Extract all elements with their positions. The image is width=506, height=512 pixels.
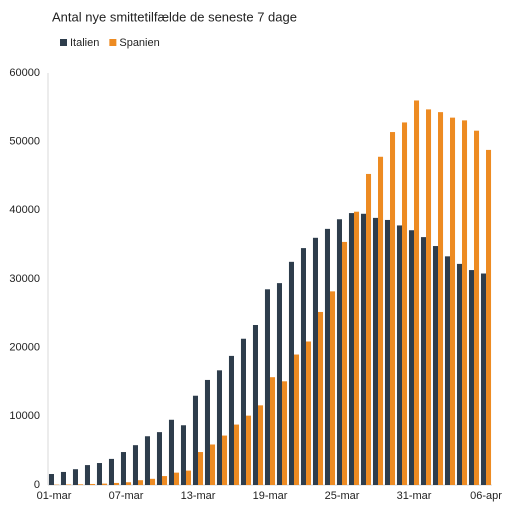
bar bbox=[180, 425, 186, 485]
y-tick-label: 20000 bbox=[9, 342, 40, 354]
bar bbox=[288, 261, 294, 485]
legend-label: Italien bbox=[70, 37, 99, 49]
bar bbox=[456, 263, 462, 485]
bar bbox=[282, 381, 288, 485]
bar bbox=[204, 379, 210, 485]
bar bbox=[252, 325, 258, 485]
x-tick-label: 31-mar bbox=[397, 490, 432, 502]
bar bbox=[486, 149, 492, 485]
chart-title: Antal nye smittetilfælde de seneste 7 da… bbox=[52, 9, 297, 24]
bar bbox=[90, 483, 96, 485]
bar bbox=[342, 241, 348, 485]
bar bbox=[72, 469, 78, 485]
bar bbox=[324, 228, 330, 485]
bar bbox=[426, 109, 432, 485]
bar bbox=[78, 484, 84, 485]
bar bbox=[378, 156, 384, 486]
bar bbox=[198, 452, 204, 485]
bar bbox=[96, 463, 102, 485]
bar bbox=[360, 213, 366, 485]
x-tick-label: 25-mar bbox=[325, 490, 360, 502]
y-tick-label: 40000 bbox=[9, 204, 40, 216]
bar bbox=[192, 395, 198, 485]
bar bbox=[264, 289, 270, 485]
bar bbox=[396, 225, 402, 485]
bar bbox=[156, 432, 162, 485]
bar bbox=[354, 211, 360, 485]
bar bbox=[330, 291, 336, 485]
bar bbox=[432, 246, 438, 485]
x-tick-label: 07-mar bbox=[109, 490, 144, 502]
bar bbox=[210, 444, 216, 485]
bar bbox=[420, 237, 426, 485]
legend-swatch bbox=[60, 39, 67, 46]
bar bbox=[168, 419, 174, 485]
bar bbox=[348, 213, 354, 485]
bar bbox=[312, 237, 318, 485]
bar bbox=[474, 130, 480, 485]
bar bbox=[114, 482, 120, 485]
y-tick-label: 10000 bbox=[9, 410, 40, 422]
bar bbox=[132, 445, 138, 485]
bar bbox=[60, 471, 66, 485]
y-tick-label: 50000 bbox=[9, 136, 40, 148]
bar bbox=[438, 112, 444, 485]
bar bbox=[366, 173, 372, 485]
y-tick-label: 60000 bbox=[9, 67, 40, 79]
x-tick-label: 13-mar bbox=[181, 490, 216, 502]
bar bbox=[222, 435, 228, 485]
bar bbox=[174, 472, 180, 485]
x-tick-label: 06-apr bbox=[470, 490, 502, 502]
bar bbox=[468, 270, 474, 485]
bar bbox=[450, 117, 456, 485]
bar bbox=[390, 132, 396, 485]
bar bbox=[186, 470, 192, 485]
bar bbox=[150, 478, 156, 485]
bar bbox=[102, 483, 108, 485]
bar bbox=[336, 219, 342, 485]
bar bbox=[144, 436, 150, 485]
bar bbox=[480, 273, 486, 485]
x-tick-label: 19-mar bbox=[253, 490, 288, 502]
legend-swatch bbox=[109, 39, 117, 46]
bar bbox=[120, 452, 126, 485]
bar bbox=[258, 405, 264, 485]
bar bbox=[318, 311, 324, 485]
x-tick-label: 01-mar bbox=[37, 490, 72, 502]
bar bbox=[300, 248, 306, 485]
bar bbox=[162, 476, 168, 485]
bar bbox=[84, 465, 90, 485]
bar bbox=[444, 256, 450, 485]
bar bbox=[48, 474, 54, 485]
bar bbox=[294, 354, 300, 485]
bar bbox=[228, 355, 234, 485]
bar bbox=[234, 424, 240, 485]
bar bbox=[414, 100, 420, 485]
bar bbox=[108, 458, 114, 485]
bar bbox=[216, 370, 222, 485]
y-tick-label: 0 bbox=[34, 479, 40, 491]
bar bbox=[240, 338, 246, 485]
bar bbox=[126, 482, 132, 485]
bar bbox=[462, 120, 468, 485]
bar bbox=[306, 341, 312, 485]
y-tick-label: 30000 bbox=[9, 273, 40, 285]
bar bbox=[384, 219, 390, 486]
bar bbox=[138, 480, 144, 485]
bar bbox=[408, 230, 414, 485]
legend-label: Spanien bbox=[119, 37, 159, 49]
bar bbox=[276, 283, 282, 485]
bar bbox=[66, 484, 72, 485]
bar bbox=[402, 122, 408, 485]
bar bbox=[372, 217, 378, 486]
bar bbox=[246, 415, 252, 485]
bar bbox=[270, 377, 276, 485]
